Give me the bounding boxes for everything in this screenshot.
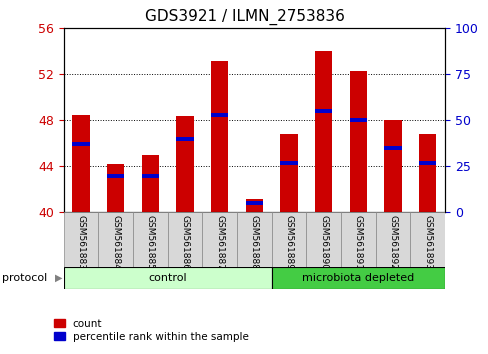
- Bar: [142, 173, 159, 178]
- Bar: [418, 161, 435, 165]
- Text: ▶: ▶: [55, 273, 62, 283]
- Bar: [349, 71, 366, 212]
- Text: protocol: protocol: [2, 273, 48, 283]
- Bar: [167, 212, 202, 267]
- Bar: [280, 161, 297, 165]
- Bar: [375, 212, 409, 267]
- Bar: [340, 212, 375, 267]
- Bar: [72, 115, 89, 212]
- Bar: [384, 120, 401, 212]
- Bar: [202, 212, 237, 267]
- Bar: [210, 61, 228, 212]
- Text: GSM561889: GSM561889: [284, 215, 293, 270]
- Text: control: control: [148, 273, 186, 283]
- Bar: [280, 134, 297, 212]
- Bar: [384, 146, 401, 150]
- Bar: [271, 212, 305, 267]
- Bar: [98, 212, 133, 267]
- Bar: [107, 173, 124, 178]
- Bar: [72, 142, 89, 146]
- Bar: [271, 267, 444, 289]
- Bar: [305, 212, 340, 267]
- Bar: [176, 137, 193, 141]
- Text: microbiota depleted: microbiota depleted: [302, 273, 414, 283]
- Bar: [133, 212, 167, 267]
- Bar: [210, 113, 228, 117]
- Bar: [63, 212, 98, 267]
- Bar: [314, 51, 332, 212]
- Bar: [142, 155, 159, 212]
- Bar: [245, 201, 263, 205]
- Text: GSM561892: GSM561892: [387, 215, 397, 270]
- Bar: [349, 118, 366, 122]
- Bar: [418, 134, 435, 212]
- Text: GSM561887: GSM561887: [215, 215, 224, 270]
- Text: GSM561888: GSM561888: [249, 215, 258, 270]
- Text: GSM561890: GSM561890: [319, 215, 327, 270]
- Bar: [176, 116, 193, 212]
- Text: GSM561885: GSM561885: [145, 215, 154, 270]
- Bar: [245, 199, 263, 212]
- Legend: count, percentile rank within the sample: count, percentile rank within the sample: [54, 319, 248, 342]
- Bar: [63, 267, 271, 289]
- Bar: [409, 212, 444, 267]
- Text: GSM561883: GSM561883: [76, 215, 85, 270]
- Bar: [237, 212, 271, 267]
- Bar: [107, 164, 124, 212]
- Text: GSM561893: GSM561893: [422, 215, 431, 270]
- Text: GSM561891: GSM561891: [353, 215, 362, 270]
- Text: GSM561886: GSM561886: [180, 215, 189, 270]
- Bar: [314, 109, 332, 113]
- Text: GSM561884: GSM561884: [111, 215, 120, 270]
- Text: GDS3921 / ILMN_2753836: GDS3921 / ILMN_2753836: [144, 9, 344, 25]
